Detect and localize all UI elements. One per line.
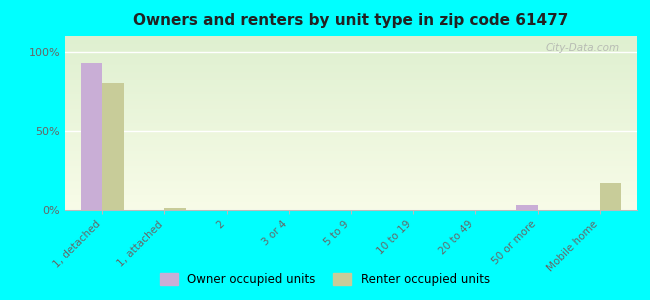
Legend: Owner occupied units, Renter occupied units: Owner occupied units, Renter occupied un… (155, 268, 495, 291)
Bar (102, 83, 124, 210)
Title: Owners and renters by unit type in zip code 61477: Owners and renters by unit type in zip c… (133, 13, 569, 28)
Text: City-Data.com: City-Data.com (546, 43, 620, 53)
Bar (81, 63, 102, 210)
Bar (600, 183, 621, 210)
Bar (164, 208, 187, 210)
Bar (515, 205, 538, 210)
